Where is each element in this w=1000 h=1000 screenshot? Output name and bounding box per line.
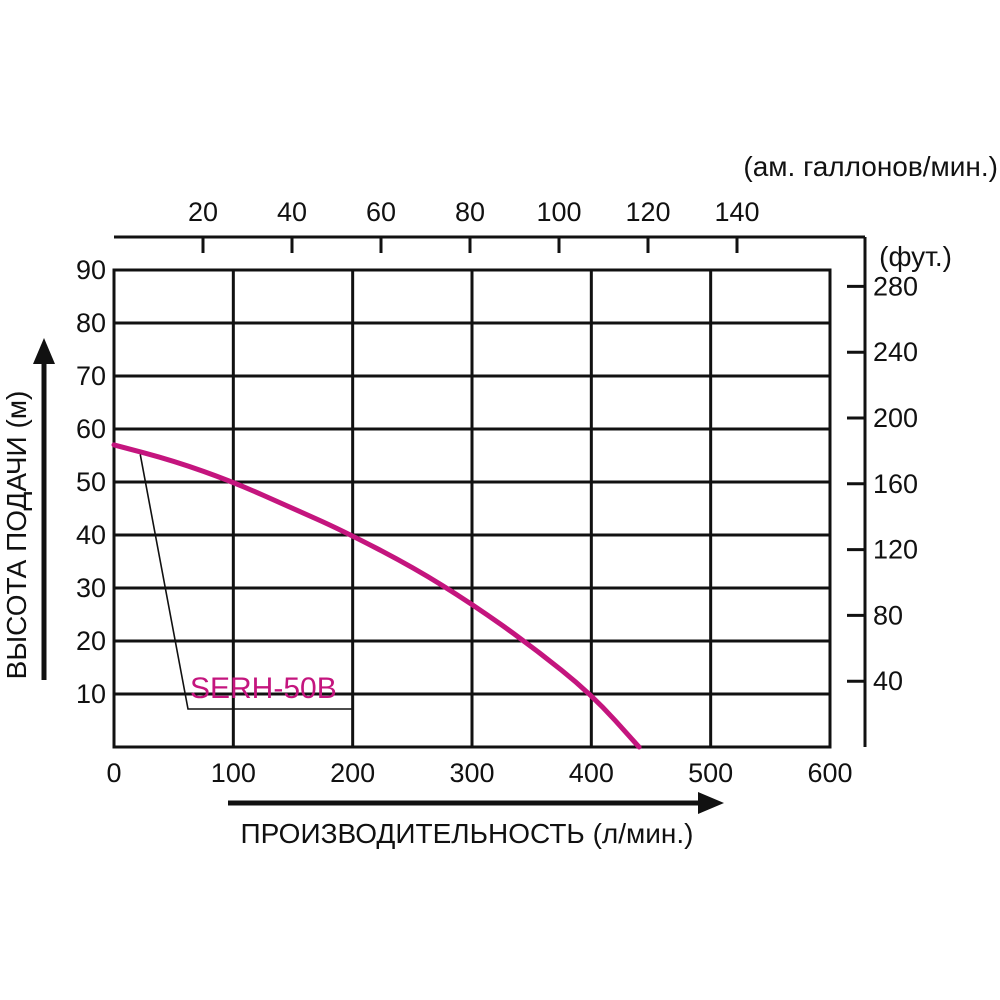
right-tick-label: 120 bbox=[873, 535, 918, 565]
x-tick-label: 100 bbox=[211, 758, 256, 788]
y-tick-label: 50 bbox=[76, 467, 106, 497]
y-tick-label: 20 bbox=[76, 626, 106, 656]
series-layer bbox=[111, 442, 642, 750]
x-tick-label: 0 bbox=[106, 758, 121, 788]
x-tick-label: 600 bbox=[807, 758, 852, 788]
right-tick-label: 200 bbox=[873, 403, 918, 433]
x-axis-label: ПРОИЗВОДИТЕЛЬНОСТЬ (л/мин.) bbox=[241, 818, 694, 849]
top-tick-label: 120 bbox=[625, 197, 670, 227]
y-tick-label: 40 bbox=[76, 520, 106, 550]
series-label-leader bbox=[139, 454, 352, 710]
right-tick-label: 240 bbox=[873, 337, 918, 367]
right-tick-label: 160 bbox=[873, 469, 918, 499]
right-tick-label: 280 bbox=[873, 271, 918, 301]
top-tick-label: 100 bbox=[536, 197, 581, 227]
top-tick-label: 140 bbox=[714, 197, 759, 227]
x-tick-label: 300 bbox=[449, 758, 494, 788]
right-tick-label: 40 bbox=[873, 666, 903, 696]
top-tick-label: 60 bbox=[366, 197, 396, 227]
y-tick-label: 30 bbox=[76, 573, 106, 603]
y-tick-label: 10 bbox=[76, 679, 106, 709]
x-axis-arrow-head bbox=[698, 792, 724, 814]
right-axis-unit: (фут.) bbox=[879, 241, 952, 272]
series-label: SERH-50B bbox=[190, 672, 337, 705]
y-tick-label: 70 bbox=[76, 361, 106, 391]
right-tick-label: 80 bbox=[873, 600, 903, 630]
top-tick-label: 40 bbox=[277, 197, 307, 227]
top-axis-unit: (ам. галлонов/мин.) bbox=[743, 151, 998, 182]
x-tick-label: 200 bbox=[330, 758, 375, 788]
x-tick-label: 400 bbox=[569, 758, 614, 788]
y-tick-label: 90 bbox=[76, 255, 106, 285]
series-line bbox=[111, 442, 642, 750]
axes-layer bbox=[33, 235, 867, 814]
y-axis-arrow-head bbox=[33, 338, 55, 364]
top-tick-label: 20 bbox=[188, 197, 218, 227]
top-tick-label: 80 bbox=[455, 197, 485, 227]
y-tick-label: 80 bbox=[76, 308, 106, 338]
y-tick-label: 60 bbox=[76, 414, 106, 444]
ticks-layer: 0 100 200 300 400 500 600 10 20 30 40 50 60 70 80 90 20 4… bbox=[76, 197, 918, 788]
grid-layer bbox=[112, 268, 832, 749]
y-axis-label: ВЫСОТА ПОДАЧИ (м) bbox=[1, 391, 32, 680]
x-tick-label: 500 bbox=[688, 758, 733, 788]
